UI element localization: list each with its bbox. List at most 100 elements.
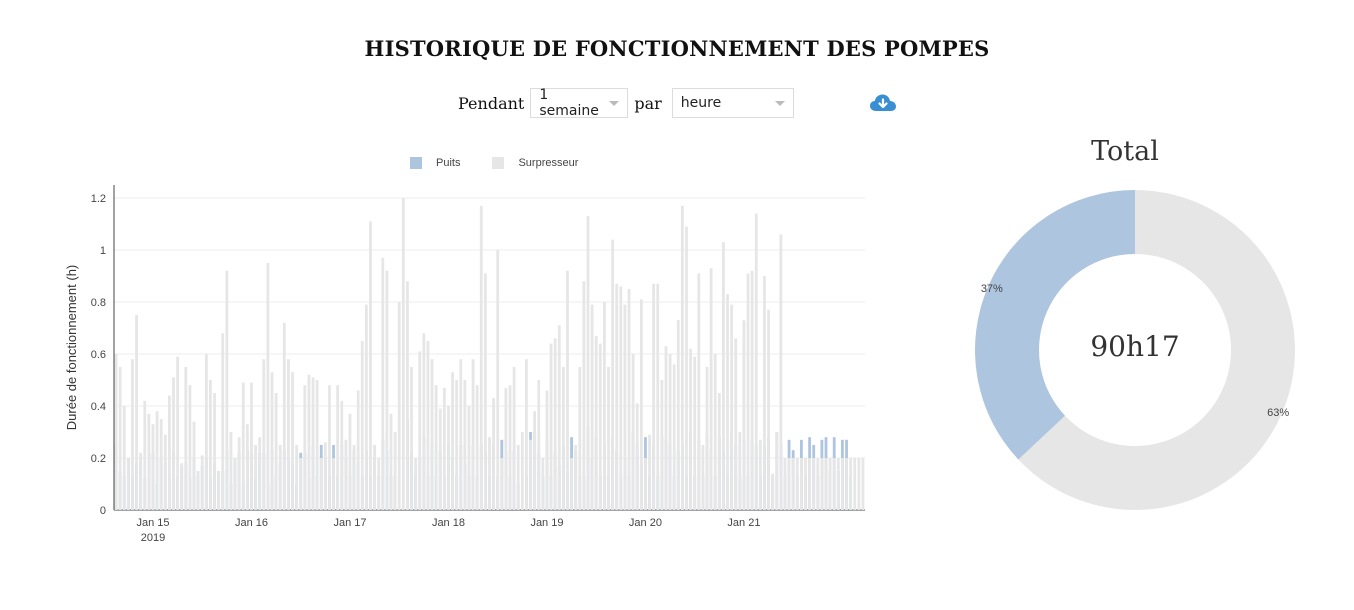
bar-surpresseur[interactable] [639,299,643,510]
bar-surpresseur[interactable] [180,463,184,510]
bar-surpresseur[interactable] [664,346,668,510]
bar-surpresseur[interactable] [471,359,475,510]
bar-surpresseur[interactable] [557,325,561,510]
bar-surpresseur[interactable] [163,434,167,510]
bar-surpresseur[interactable] [377,458,381,510]
bar-surpresseur[interactable] [266,263,270,510]
bar-surpresseur[interactable] [319,458,323,510]
bar-surpresseur[interactable] [845,458,848,510]
bar-surpresseur[interactable] [397,302,401,510]
bar-surpresseur[interactable] [426,341,430,510]
bar-surpresseur[interactable] [566,270,569,510]
bar-surpresseur[interactable] [204,354,208,510]
bar-surpresseur[interactable] [800,458,803,510]
bar-surpresseur[interactable] [315,380,319,510]
bar-surpresseur[interactable] [500,458,504,510]
bar-surpresseur[interactable] [356,390,360,510]
bar-surpresseur[interactable] [418,351,422,510]
bar-surpresseur[interactable] [401,198,405,510]
bar-surpresseur[interactable] [787,458,791,510]
bar-surpresseur[interactable] [184,367,188,510]
bar-surpresseur[interactable] [709,268,713,510]
bar-surpresseur[interactable] [299,458,303,510]
bar-surpresseur[interactable] [188,385,192,510]
bar-surpresseur[interactable] [828,458,832,510]
bar-surpresseur[interactable] [328,385,331,510]
donut-slice-surpresseur[interactable] [1018,190,1295,510]
bar-surpresseur[interactable] [623,304,627,510]
bar-surpresseur[interactable] [763,276,766,510]
bar-surpresseur[interactable] [693,356,697,510]
bar-surpresseur[interactable] [824,458,828,510]
bar-surpresseur[interactable] [139,452,143,510]
bar-surpresseur[interactable] [722,242,725,510]
bar-surpresseur[interactable] [479,205,483,511]
bar-surpresseur[interactable] [611,239,615,510]
bar-surpresseur[interactable] [541,458,545,510]
bar-surpresseur[interactable] [245,424,249,510]
bar-surpresseur[interactable] [758,439,762,510]
donut-slice-puits[interactable] [975,190,1135,460]
bar-surpresseur[interactable] [442,387,446,510]
unit-select[interactable]: heure [671,88,794,118]
bar-surpresseur[interactable] [849,458,853,510]
bar-surpresseur[interactable] [364,304,368,510]
bar-surpresseur[interactable] [200,455,204,510]
bar-surpresseur[interactable] [808,458,811,510]
bar-surpresseur[interactable] [131,359,134,510]
bar-surpresseur[interactable] [295,445,299,510]
bar-surpresseur[interactable] [118,367,122,510]
bar-surpresseur[interactable] [578,367,582,510]
bar-surpresseur[interactable] [816,458,820,510]
bar-surpresseur[interactable] [344,439,348,510]
bar-surpresseur[interactable] [336,385,340,510]
bar-surpresseur[interactable] [393,432,397,510]
bar-surpresseur[interactable] [586,216,590,510]
bar-surpresseur[interactable] [237,437,241,510]
bar-surpresseur[interactable] [254,445,257,510]
bar-surpresseur[interactable] [779,234,783,510]
bar-surpresseur[interactable] [126,458,130,510]
bar-surpresseur[interactable] [151,424,155,510]
bar-surpresseur[interactable] [504,387,508,510]
bar-surpresseur[interactable] [689,348,692,510]
bar-surpresseur[interactable] [680,205,684,511]
bar-surpresseur[interactable] [484,273,487,510]
bar-surpresseur[interactable] [525,359,528,510]
bar-surpresseur[interactable] [352,445,356,510]
bar-surpresseur[interactable] [463,380,467,510]
bar-surpresseur[interactable] [795,458,799,510]
bar-surpresseur[interactable] [668,354,672,510]
bar-surpresseur[interactable] [771,473,775,510]
bar-surpresseur[interactable] [225,270,229,510]
bar-surpresseur[interactable] [303,385,307,510]
bar-surpresseur[interactable] [537,380,541,510]
bar-surpresseur[interactable] [332,458,335,510]
bar-surpresseur[interactable] [143,400,147,510]
bar-surpresseur[interactable] [438,408,442,510]
bar-surpresseur[interactable] [159,419,163,510]
bar-surpresseur[interactable] [635,403,639,510]
bar-surpresseur[interactable] [660,380,664,510]
bar-surpresseur[interactable] [553,338,557,510]
bar-surpresseur[interactable] [672,364,676,510]
bar-surpresseur[interactable] [853,458,857,510]
bar-surpresseur[interactable] [533,411,537,510]
bar-surpresseur[interactable] [360,341,364,510]
bar-surpresseur[interactable] [168,395,171,510]
bar-surpresseur[interactable] [520,432,524,510]
bar-surpresseur[interactable] [373,445,376,510]
bar-surpresseur[interactable] [459,359,463,510]
legend-item-puits[interactable]: Puits [410,157,460,169]
bar-surpresseur[interactable] [496,250,500,510]
bar-surpresseur[interactable] [250,382,253,510]
period-select[interactable]: 1 semaine [530,87,629,119]
bar-surpresseur[interactable] [488,437,491,510]
bar-surpresseur[interactable] [631,354,635,510]
bar-surpresseur[interactable] [615,283,619,510]
bar-surpresseur[interactable] [545,390,549,510]
bar-surpresseur[interactable] [607,367,610,510]
bar-surpresseur[interactable] [656,283,660,510]
bar-surpresseur[interactable] [861,458,865,510]
bar-surpresseur[interactable] [176,356,179,510]
